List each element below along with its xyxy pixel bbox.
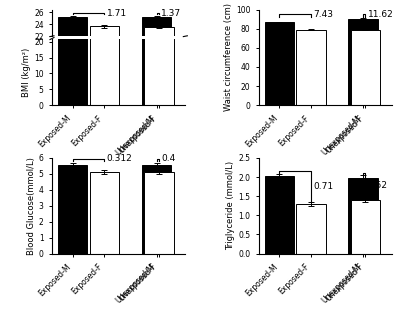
Bar: [296, 204, 326, 254]
Bar: [144, 172, 174, 254]
Bar: [264, 23, 294, 105]
Text: 7.43: 7.43: [313, 10, 333, 19]
Bar: [58, 17, 87, 167]
Bar: [142, 17, 171, 167]
Text: 0.71: 0.71: [313, 182, 334, 191]
Bar: [144, 27, 174, 167]
Bar: [351, 29, 380, 105]
Bar: [90, 26, 119, 167]
Y-axis label: BMI (kg/m²): BMI (kg/m²): [22, 47, 31, 96]
Bar: [58, 165, 87, 254]
Bar: [296, 29, 326, 105]
Bar: [90, 30, 119, 105]
Text: 0.52: 0.52: [368, 181, 388, 190]
Y-axis label: Triglyceride (mmol/L): Triglyceride (mmol/L): [226, 161, 236, 250]
Bar: [142, 25, 171, 105]
Y-axis label: Waist circumference (cm): Waist circumference (cm): [224, 3, 233, 111]
Bar: [144, 30, 174, 105]
Text: 0.312: 0.312: [107, 154, 132, 164]
Bar: [142, 165, 171, 254]
Bar: [351, 200, 380, 254]
Bar: [58, 25, 87, 105]
Text: 0.4: 0.4: [161, 154, 175, 164]
Bar: [264, 176, 294, 254]
Y-axis label: Blood Glucose(mmol/L): Blood Glucose(mmol/L): [27, 157, 36, 255]
Text: 1.71: 1.71: [107, 9, 127, 18]
Text: 11.62: 11.62: [368, 10, 394, 19]
Bar: [348, 178, 378, 254]
Bar: [348, 19, 378, 105]
Bar: [90, 172, 119, 254]
Text: 1.37: 1.37: [161, 9, 181, 18]
